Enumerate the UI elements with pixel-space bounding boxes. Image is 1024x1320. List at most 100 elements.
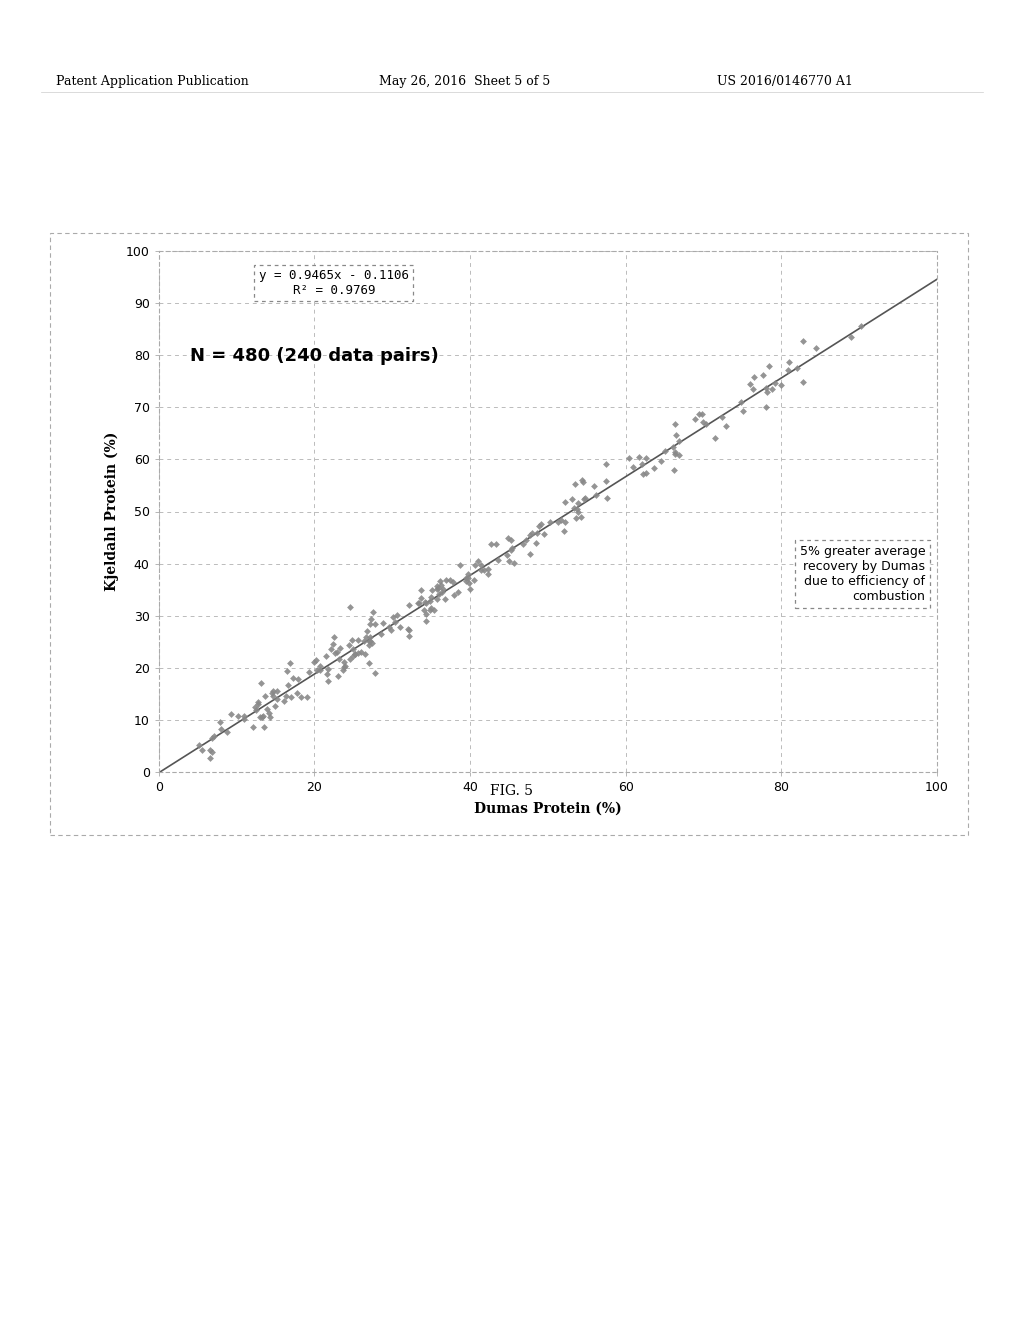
Point	[557, 492, 573, 513]
Point	[430, 578, 446, 599]
Point	[634, 454, 650, 475]
Point	[411, 593, 427, 614]
Point	[417, 591, 433, 612]
Point	[761, 355, 777, 376]
Text: y = 0.9465x - 0.1106
R² = 0.9769: y = 0.9465x - 0.1106 R² = 0.9769	[259, 269, 409, 297]
Point	[321, 671, 337, 692]
Point	[550, 511, 566, 532]
Point	[772, 375, 788, 396]
Point	[667, 413, 683, 434]
Point	[399, 619, 416, 640]
Point	[435, 578, 452, 599]
Point	[418, 591, 434, 612]
Point	[470, 550, 486, 572]
Point	[237, 705, 253, 726]
Point	[795, 330, 811, 351]
Point	[305, 651, 322, 672]
Point	[518, 529, 535, 550]
Point	[362, 631, 379, 652]
Point	[501, 550, 517, 572]
Point	[342, 649, 358, 671]
Point	[458, 568, 474, 589]
Point	[479, 564, 496, 585]
Point	[206, 725, 222, 746]
Point	[564, 488, 581, 510]
Point	[671, 445, 687, 466]
Point	[335, 659, 351, 680]
Point	[218, 722, 234, 743]
Point	[360, 652, 377, 673]
Point	[556, 520, 572, 541]
Point	[528, 523, 545, 544]
Point	[687, 409, 703, 430]
Point	[523, 523, 540, 544]
Point	[202, 747, 218, 768]
Point	[381, 616, 397, 638]
Point	[289, 682, 305, 704]
Text: N = 480 (240 data pairs): N = 480 (240 data pairs)	[189, 347, 438, 366]
Point	[418, 610, 434, 631]
Point	[252, 706, 268, 727]
Y-axis label: Kjeldahl Protein (%): Kjeldahl Protein (%)	[104, 432, 119, 591]
Point	[521, 524, 538, 545]
Point	[317, 645, 334, 667]
Point	[741, 374, 758, 395]
Point	[429, 578, 445, 599]
Point	[506, 553, 522, 574]
Point	[588, 484, 604, 506]
Point	[437, 589, 454, 610]
Point	[467, 554, 483, 576]
Point	[282, 652, 298, 673]
Point	[401, 626, 418, 647]
Point	[577, 487, 593, 508]
Point	[281, 675, 297, 696]
Point	[256, 717, 272, 738]
Point	[461, 572, 477, 593]
Point	[433, 574, 450, 595]
Point	[413, 587, 429, 609]
Point	[637, 462, 653, 483]
Point	[565, 498, 582, 519]
Point	[367, 663, 383, 684]
Point	[327, 643, 343, 664]
Point	[350, 630, 367, 651]
Point	[311, 656, 328, 677]
Point	[367, 614, 383, 635]
Point	[503, 539, 519, 560]
Point	[462, 578, 478, 599]
Point	[357, 627, 374, 648]
Point	[424, 579, 440, 601]
Text: US 2016/0146770 A1: US 2016/0146770 A1	[717, 75, 853, 88]
Point	[410, 593, 426, 614]
Point	[503, 529, 519, 550]
Point	[759, 381, 775, 403]
Point	[452, 554, 468, 576]
Point	[556, 511, 572, 532]
Point	[665, 436, 681, 457]
Point	[638, 447, 654, 469]
Point	[780, 359, 797, 380]
Point	[400, 594, 417, 615]
Point	[501, 527, 517, 548]
Point	[458, 570, 474, 591]
Point	[308, 649, 325, 671]
Point	[261, 706, 278, 727]
Point	[697, 414, 714, 436]
Point	[212, 711, 228, 733]
Point	[569, 492, 586, 513]
Point	[426, 599, 442, 620]
Point	[744, 379, 761, 400]
Point	[263, 682, 280, 704]
Point	[265, 681, 282, 702]
Point	[667, 442, 683, 463]
Point	[250, 692, 266, 713]
Point	[429, 589, 445, 610]
Point	[213, 718, 229, 739]
Point	[194, 739, 210, 760]
Point	[568, 508, 585, 529]
Point	[329, 642, 345, 663]
Point	[413, 579, 429, 601]
Point	[666, 459, 682, 480]
Point	[444, 572, 461, 593]
Point	[691, 404, 708, 425]
